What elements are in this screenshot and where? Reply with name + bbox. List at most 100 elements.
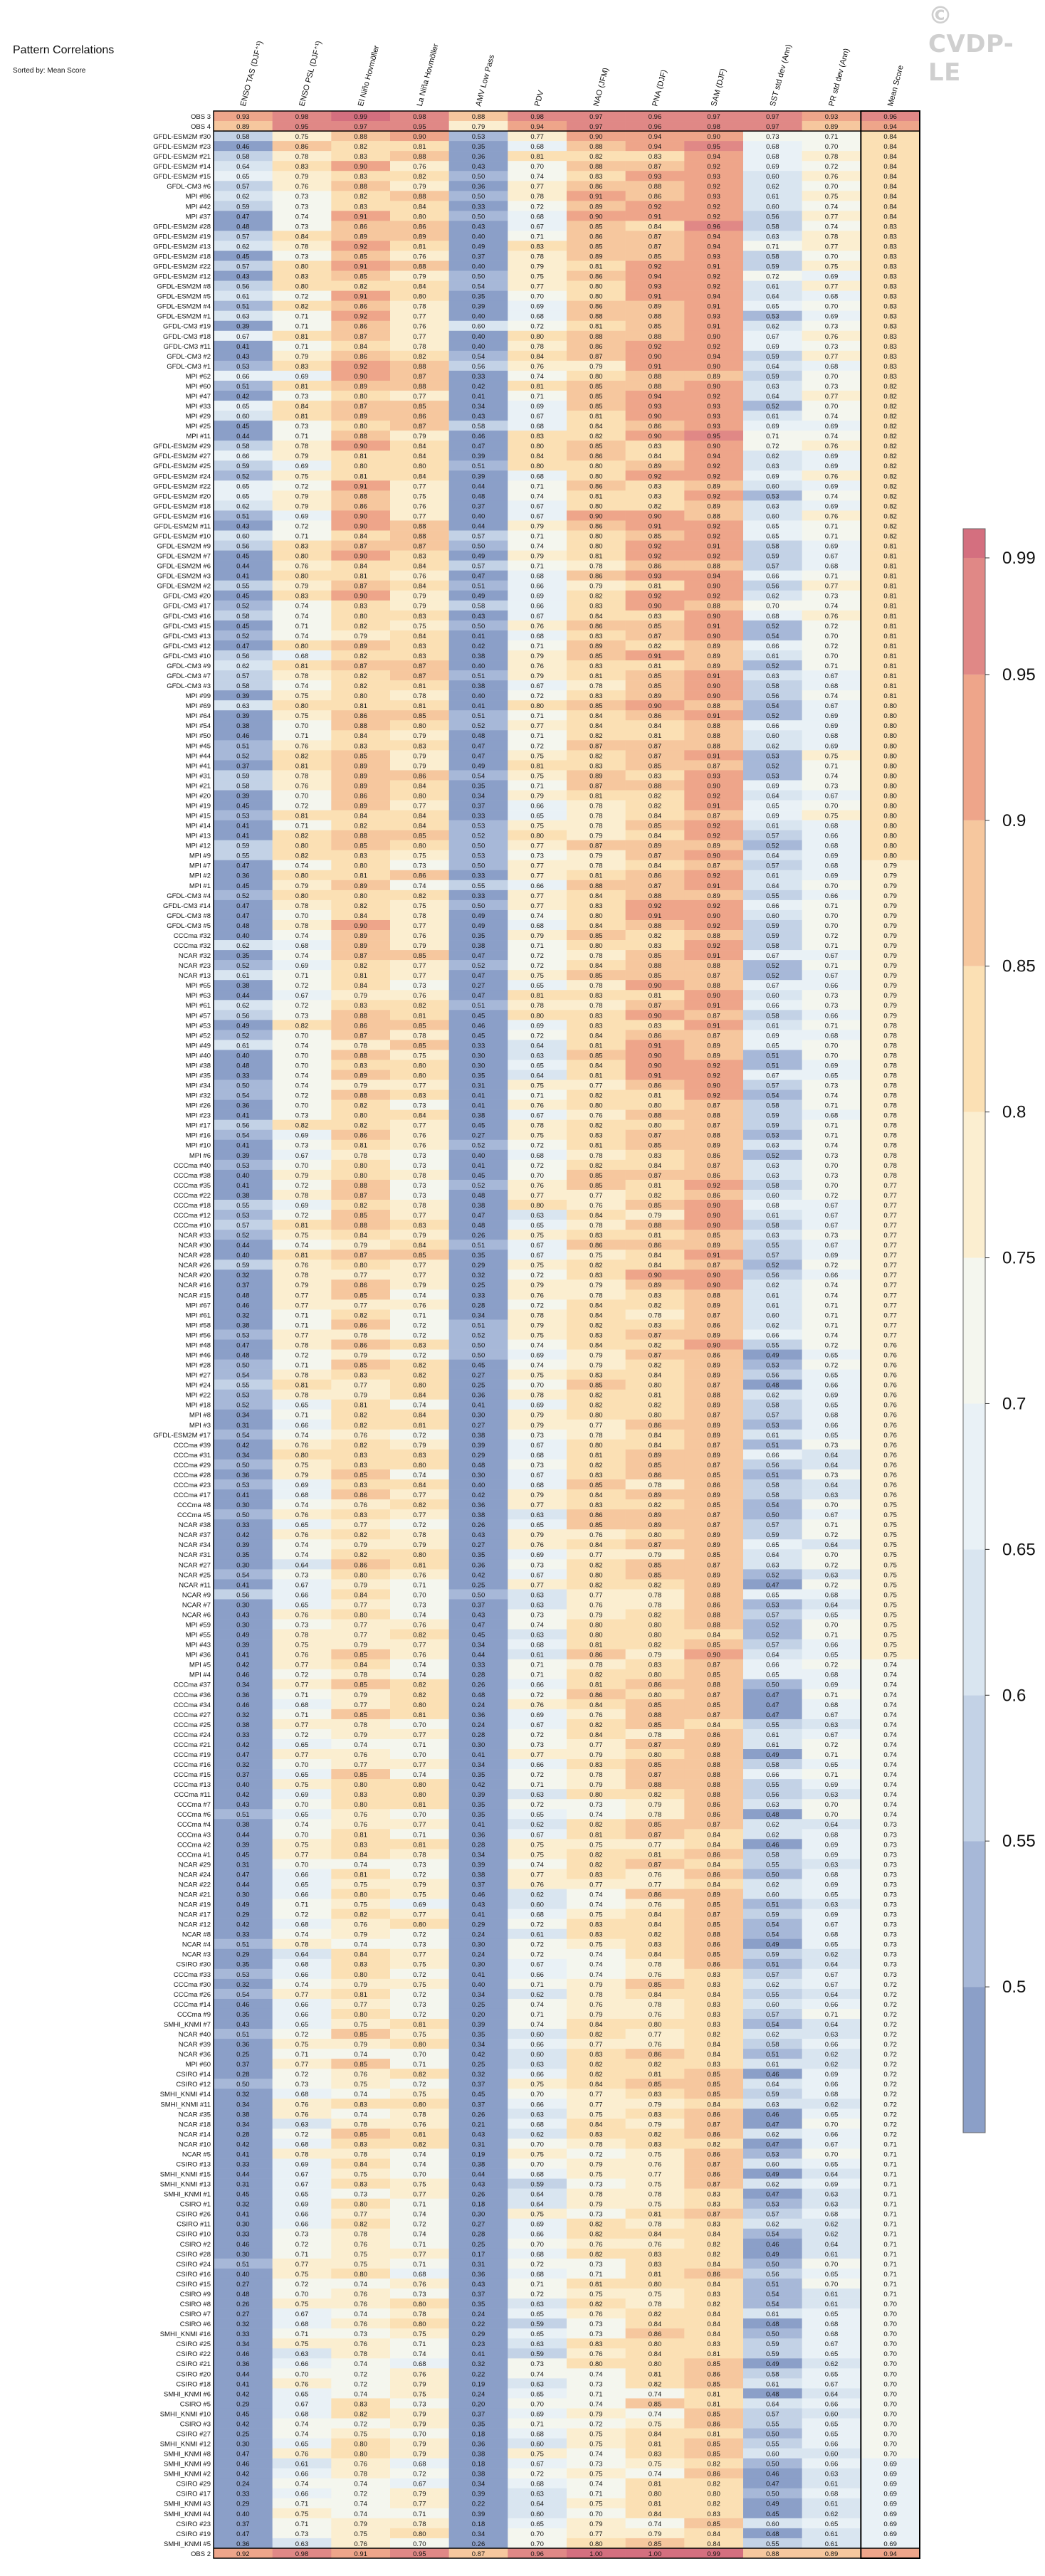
cell-value: 0.84 bbox=[354, 532, 367, 540]
cell-value: 0.80 bbox=[589, 373, 603, 381]
cell-value: 0.87 bbox=[354, 663, 367, 670]
cell-value: 0.81 bbox=[413, 1422, 426, 1430]
heatmap-cell bbox=[390, 720, 449, 731]
cell-value: 0.66 bbox=[825, 1272, 839, 1279]
heatmap-cell bbox=[448, 231, 508, 241]
cell-value: 0.33 bbox=[472, 373, 485, 381]
cell-value: 0.85 bbox=[648, 1721, 662, 1729]
cell-value: 0.74 bbox=[825, 1142, 839, 1150]
cell-value: 0.80 bbox=[354, 393, 367, 401]
cell-value: 0.33 bbox=[236, 1072, 250, 1080]
cell-value: 0.89 bbox=[825, 123, 839, 131]
heatmap-cell bbox=[214, 411, 273, 421]
row-label: CCCma #10 bbox=[174, 1222, 211, 1230]
cell-value: 0.85 bbox=[354, 752, 367, 760]
cell-value: 0.38 bbox=[472, 1871, 485, 1879]
cell-value: 0.78 bbox=[883, 1102, 897, 1110]
cell-value: 0.76 bbox=[413, 992, 426, 1000]
heatmap-cell bbox=[625, 520, 685, 531]
cell-value: 0.50 bbox=[766, 1871, 779, 1879]
cell-value: 0.83 bbox=[589, 603, 603, 611]
heatmap-cell bbox=[802, 570, 861, 581]
heatmap-cell bbox=[331, 191, 391, 201]
cell-value: 0.66 bbox=[295, 1422, 309, 1430]
cell-value: 0.83 bbox=[413, 553, 426, 561]
heatmap-cell bbox=[743, 310, 802, 322]
cell-value: 0.62 bbox=[766, 1821, 779, 1829]
cell-value: 0.90 bbox=[354, 443, 367, 450]
cell-value: 0.47 bbox=[236, 643, 250, 650]
cell-value: 0.48 bbox=[472, 1691, 485, 1699]
row-label: CCCma #15 bbox=[174, 1771, 211, 1779]
cell-value: 0.72 bbox=[413, 1991, 426, 1999]
cell-value: 0.80 bbox=[413, 1062, 426, 1070]
cell-value: 0.78 bbox=[589, 982, 603, 990]
cell-value: 0.53 bbox=[236, 813, 250, 820]
cell-value: 0.67 bbox=[530, 682, 544, 690]
heatmap-cell bbox=[743, 161, 802, 171]
cell-value: 0.53 bbox=[766, 492, 779, 500]
cell-value: 0.75 bbox=[354, 2021, 367, 2029]
cell-value: 0.71 bbox=[413, 1831, 426, 1839]
cell-value: 0.41 bbox=[472, 1402, 485, 1410]
cell-value: 0.61 bbox=[766, 1741, 779, 1749]
cell-value: 0.82 bbox=[413, 1682, 426, 1689]
cell-value: 0.73 bbox=[413, 1102, 426, 1110]
cell-value: 0.91 bbox=[707, 952, 720, 960]
cell-value: 0.82 bbox=[295, 852, 309, 860]
row-label: MPI #52 bbox=[186, 1032, 211, 1040]
cell-value: 0.46 bbox=[236, 1701, 250, 1709]
cell-value: 0.64 bbox=[825, 1601, 839, 1609]
cell-value: 0.45 bbox=[236, 623, 250, 630]
cell-value: 0.78 bbox=[883, 1042, 897, 1050]
cell-value: 0.88 bbox=[354, 1052, 367, 1060]
cell-value: 0.74 bbox=[295, 1551, 309, 1559]
cell-value: 0.71 bbox=[295, 343, 309, 351]
row-label: CCCma #24 bbox=[174, 1731, 211, 1739]
cell-value: 0.90 bbox=[707, 633, 720, 640]
heatmap-cell bbox=[625, 580, 685, 591]
cell-value: 0.85 bbox=[413, 952, 426, 960]
row-label: SMHI_KNMI #11 bbox=[160, 2101, 211, 2108]
heatmap-cell bbox=[390, 850, 449, 861]
heatmap-cell bbox=[331, 460, 391, 471]
heatmap-cell bbox=[448, 650, 508, 661]
heatmap-cell bbox=[684, 680, 744, 691]
cell-value: 0.76 bbox=[883, 1372, 897, 1380]
cell-value: 0.83 bbox=[354, 1482, 367, 1489]
cell-value: 0.79 bbox=[530, 1531, 544, 1539]
cell-value: 0.73 bbox=[825, 1172, 839, 1180]
cell-value: 0.81 bbox=[883, 543, 897, 551]
cell-value: 0.28 bbox=[472, 1731, 485, 1739]
heatmap-cell bbox=[567, 570, 626, 581]
row-label: CCCma #8 bbox=[177, 1501, 211, 1509]
heatmap-cell bbox=[390, 250, 449, 261]
cell-value: 0.88 bbox=[648, 922, 662, 930]
cell-value: 0.73 bbox=[825, 782, 839, 790]
cell-value: 0.77 bbox=[295, 1682, 309, 1689]
cell-value: 0.80 bbox=[883, 852, 897, 860]
cell-value: 0.90 bbox=[354, 373, 367, 381]
heatmap-cell bbox=[567, 810, 626, 820]
heatmap-cell bbox=[625, 760, 685, 771]
cell-value: 0.83 bbox=[354, 603, 367, 611]
cell-value: 0.41 bbox=[236, 1112, 250, 1120]
cell-value: 0.78 bbox=[354, 1042, 367, 1050]
cell-value: 0.41 bbox=[472, 1911, 485, 1919]
cell-value: 0.85 bbox=[413, 833, 426, 840]
cell-value: 0.79 bbox=[589, 1981, 603, 1989]
cell-value: 0.69 bbox=[766, 782, 779, 790]
cell-value: 0.53 bbox=[472, 823, 485, 830]
cell-value: 0.39 bbox=[472, 1791, 485, 1799]
cell-value: 0.79 bbox=[354, 1731, 367, 1739]
heatmap-cell bbox=[390, 780, 449, 791]
cell-value: 0.71 bbox=[530, 1981, 544, 1989]
cell-value: 0.82 bbox=[354, 1531, 367, 1539]
cell-value: 0.83 bbox=[589, 1931, 603, 1939]
cell-value: 0.90 bbox=[648, 702, 662, 710]
cell-value: 0.84 bbox=[354, 1591, 367, 1599]
cell-value: 0.84 bbox=[883, 203, 897, 211]
heatmap-cell bbox=[390, 111, 449, 122]
cell-value: 0.74 bbox=[530, 912, 544, 920]
cell-value: 0.84 bbox=[413, 823, 426, 830]
